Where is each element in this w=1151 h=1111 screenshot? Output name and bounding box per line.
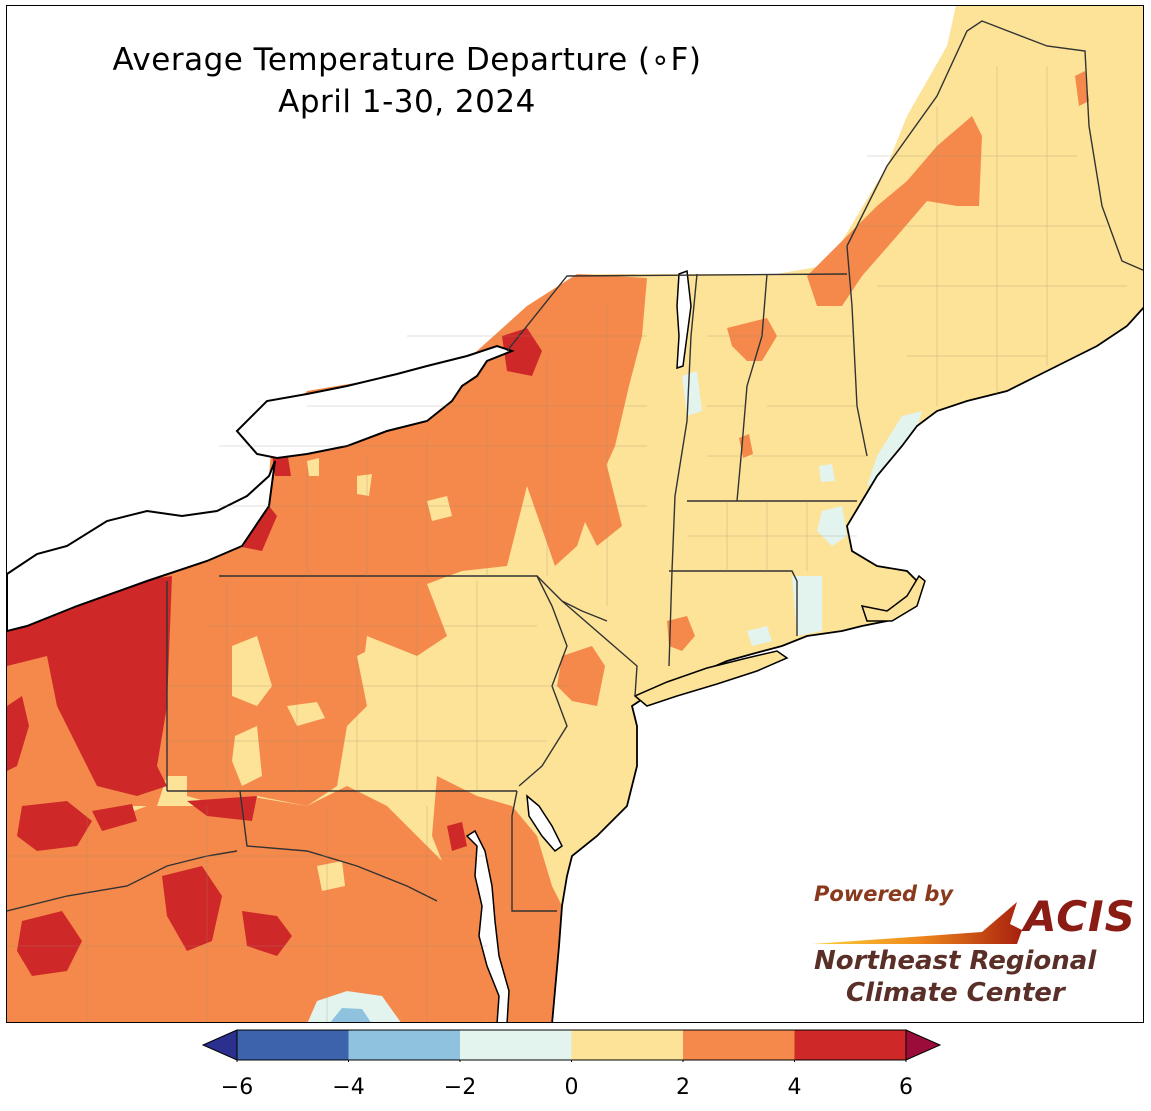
mild-island-md bbox=[317, 861, 345, 891]
chesapeake-bay bbox=[465, 829, 510, 1022]
hot-zone-wv bbox=[17, 801, 92, 851]
mild-island-pa-1 bbox=[362, 636, 452, 726]
colorbar-tick-label: 6 bbox=[899, 1075, 913, 1100]
mild-island-pa-3 bbox=[287, 702, 325, 726]
border-vt-nh bbox=[736, 273, 768, 502]
colorbar-bin-0 bbox=[237, 1030, 349, 1060]
nrcc-name-line1: Northeast Regional bbox=[814, 946, 1097, 976]
warm-zone-ct bbox=[667, 616, 695, 651]
colorbar-tick-label: −6 bbox=[220, 1075, 254, 1100]
nrcc-acis-logo: Powered by ACIS Northeast Regional Clima… bbox=[812, 880, 1142, 1010]
colorbar-legend bbox=[201, 1029, 942, 1062]
long-island bbox=[633, 650, 789, 707]
border-ma-ct-ri bbox=[669, 570, 798, 636]
cool-zone-nh bbox=[819, 464, 835, 482]
hot-zone-va-3 bbox=[17, 911, 82, 976]
hot-zone-md bbox=[447, 822, 467, 851]
colorbar-bin-4 bbox=[683, 1030, 795, 1060]
cold-zone-va-south bbox=[330, 1008, 371, 1022]
lake-champlain bbox=[676, 269, 692, 370]
colorbar-tick-label: 0 bbox=[564, 1075, 579, 1100]
colorbar-tick-label: −4 bbox=[332, 1075, 365, 1100]
mild-island-pa-2 bbox=[232, 636, 272, 706]
colorbar-bin-1 bbox=[348, 1030, 460, 1060]
map-date-range: April 1-30, 2024 bbox=[278, 84, 536, 120]
mild-island-ny-2 bbox=[357, 474, 372, 496]
cool-zone-ri bbox=[792, 576, 822, 636]
lake-erie bbox=[7, 460, 276, 633]
state-borders bbox=[7, 20, 1143, 912]
cool-zone-va-south bbox=[307, 991, 401, 1022]
colorbar-bin-5 bbox=[794, 1030, 906, 1060]
hot-zone-ohio bbox=[7, 576, 172, 796]
departure-map bbox=[7, 6, 1143, 1022]
hot-zone-wv-2 bbox=[92, 804, 137, 831]
border-nh-me bbox=[846, 245, 868, 457]
border-md-va bbox=[239, 790, 438, 902]
cool-zone-vt bbox=[682, 371, 702, 416]
acis-wordmark: ACIS bbox=[1024, 892, 1136, 941]
delaware-bay bbox=[526, 794, 563, 853]
colorbar-tick-label: 2 bbox=[676, 1075, 690, 1100]
colorbar-bin-3 bbox=[571, 1030, 683, 1060]
warm-zone-ne-corner bbox=[1075, 71, 1089, 106]
border-ny-canada bbox=[506, 273, 848, 352]
hot-zone-west-edge bbox=[7, 696, 29, 771]
powered-by-text: Powered by bbox=[814, 882, 954, 906]
colorbar-tick-label: −2 bbox=[443, 1075, 477, 1100]
colorbar-under-arrow bbox=[201, 1029, 238, 1061]
warm-zone-vermont bbox=[727, 318, 777, 361]
border-ny-pa bbox=[219, 575, 608, 622]
mild-island-ny-1 bbox=[427, 496, 452, 521]
border-de bbox=[511, 790, 557, 912]
cool-zone-maine-coast bbox=[867, 411, 922, 486]
border-me-canada bbox=[846, 20, 1143, 271]
hot-zone-oswego bbox=[502, 328, 542, 376]
nrcc-name-line2: Climate Center bbox=[846, 978, 1065, 1008]
map-panel: Average Temperature Departure (∘F) April… bbox=[6, 5, 1144, 1023]
colorbar-tick-label: 4 bbox=[787, 1075, 802, 1100]
warm-zone-nj bbox=[557, 646, 605, 706]
lake-ontario bbox=[235, 344, 515, 460]
colorbar-bin-2 bbox=[460, 1030, 572, 1060]
colorbar-over-arrow bbox=[905, 1029, 942, 1061]
acis-swoosh-icon bbox=[812, 902, 1022, 944]
mild-island-ny-lake bbox=[307, 458, 319, 476]
hot-zone-va-2 bbox=[242, 911, 292, 956]
atlantic-ocean bbox=[551, 306, 1143, 1022]
cool-zone-ct bbox=[747, 626, 772, 646]
cape-cod bbox=[860, 574, 926, 622]
map-title: Average Temperature Departure (∘F) bbox=[112, 42, 702, 78]
warm-zone-south bbox=[7, 786, 487, 1022]
warm-zone-maine bbox=[807, 116, 982, 306]
border-wv-va bbox=[7, 850, 238, 912]
hot-zone-pa-south bbox=[187, 796, 257, 821]
border-ny-nj bbox=[561, 600, 638, 697]
warm-zone-ny-central bbox=[547, 426, 622, 546]
border-ny-ct-ma-vt bbox=[668, 273, 698, 667]
county-borders bbox=[7, 66, 1127, 1022]
